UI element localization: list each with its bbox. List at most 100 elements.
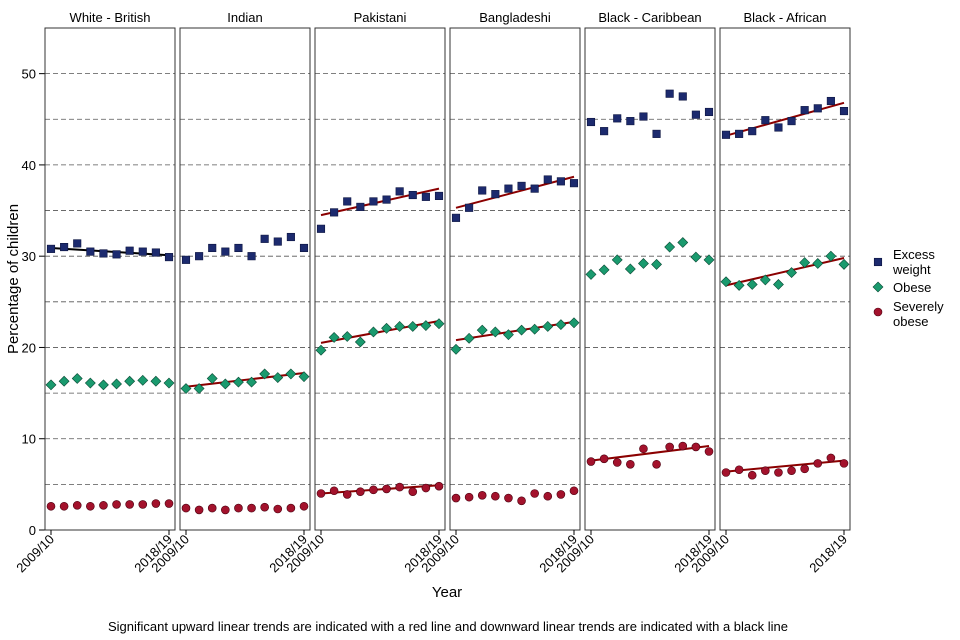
y-tick-label: 20: [22, 340, 36, 355]
point-obese: [786, 267, 797, 279]
point-obese: [71, 373, 83, 384]
point-severe: [639, 444, 648, 454]
point-obese: [463, 332, 475, 344]
point-obese: [759, 274, 771, 286]
point-obese: [407, 321, 419, 332]
point-obese: [503, 329, 514, 341]
point-excess: [151, 248, 160, 257]
point-excess: [465, 203, 474, 212]
point-excess: [421, 192, 430, 201]
point-excess: [73, 239, 82, 248]
point-obese: [720, 276, 732, 288]
point-excess: [112, 250, 121, 259]
point-severe: [678, 441, 688, 451]
point-severe: [138, 500, 148, 509]
facet-panel-border: [44, 27, 176, 531]
point-excess: [613, 114, 622, 123]
point-excess: [60, 243, 69, 252]
point-obese: [529, 323, 541, 335]
point-severe: [626, 459, 635, 469]
point-obese: [394, 321, 406, 332]
point-excess: [504, 184, 513, 193]
point-severe: [599, 454, 609, 464]
point-severe: [491, 491, 500, 501]
point-severe: [504, 493, 513, 503]
point-obese: [812, 258, 824, 269]
trend-line-excess: [725, 101, 845, 137]
point-severe: [826, 453, 836, 463]
x-tick-label: 2009/10: [13, 532, 57, 576]
point-severe: [369, 485, 378, 495]
point-excess: [813, 104, 822, 113]
point-obese: [825, 250, 837, 262]
point-severe: [46, 501, 56, 511]
y-tick-label: 40: [22, 158, 36, 173]
point-excess: [138, 247, 147, 256]
point-severe: [329, 486, 339, 496]
point-excess: [356, 202, 365, 211]
point-obese: [124, 375, 136, 387]
point-excess: [343, 197, 352, 206]
point-severe: [273, 504, 283, 514]
point-obese: [420, 320, 432, 331]
point-severe: [665, 442, 674, 452]
point-obese: [272, 372, 284, 383]
point-excess: [639, 112, 648, 121]
chart-caption: Significant upward linear trends are ind…: [108, 619, 788, 634]
legend-label-excess: weight: [892, 262, 931, 277]
point-obese: [298, 371, 310, 383]
point-excess: [556, 177, 565, 186]
point-severe: [434, 481, 444, 491]
point-severe: [747, 470, 757, 480]
point-excess: [395, 187, 404, 196]
point-severe: [194, 505, 204, 515]
point-severe: [286, 503, 296, 513]
trend-line-excess: [455, 175, 575, 209]
point-excess: [839, 107, 849, 116]
point-severe: [464, 492, 474, 502]
point-obese: [193, 383, 205, 394]
point-severe: [451, 493, 461, 503]
point-excess: [704, 107, 714, 117]
point-excess: [826, 96, 835, 106]
point-severe: [125, 500, 134, 509]
point-excess: [369, 197, 378, 206]
point-excess: [721, 130, 731, 139]
point-severe: [421, 483, 431, 493]
point-obese: [799, 257, 811, 268]
point-obese: [703, 254, 715, 266]
point-obese: [585, 269, 597, 280]
point-excess: [626, 117, 635, 126]
point-severe: [72, 501, 82, 510]
point-excess: [181, 255, 191, 264]
point-excess: [316, 224, 326, 233]
point-severe: [164, 499, 174, 508]
facet-strip-label: Black - African: [743, 10, 826, 25]
point-obese: [568, 317, 580, 329]
point-obese: [598, 264, 610, 276]
point-obese: [354, 336, 366, 348]
point-obese: [328, 331, 340, 343]
point-obese: [677, 237, 689, 248]
point-excess: [247, 252, 256, 261]
point-severe: [721, 468, 731, 477]
point-severe: [612, 458, 622, 467]
point-excess: [195, 252, 204, 261]
point-severe: [787, 466, 796, 475]
point-excess: [774, 123, 783, 132]
point-obese: [150, 375, 162, 387]
legend-label-severe: obese: [893, 314, 928, 329]
point-severe: [652, 459, 661, 469]
point-severe: [517, 496, 526, 506]
point-excess: [600, 127, 609, 136]
point-obese: [555, 319, 567, 331]
point-obese: [838, 258, 850, 270]
legend-marker-excess: [873, 257, 883, 267]
point-excess: [46, 244, 56, 253]
point-severe: [382, 484, 391, 494]
point-severe: [691, 442, 701, 452]
point-obese: [206, 373, 218, 384]
point-excess: [530, 184, 539, 193]
point-excess: [434, 191, 444, 200]
point-obese: [341, 331, 353, 342]
